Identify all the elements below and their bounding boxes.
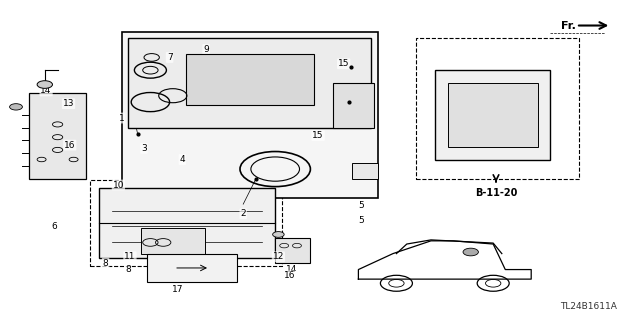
Bar [128,38,371,128]
Text: 4: 4 [180,155,185,164]
Text: 13: 13 [63,99,74,108]
Text: 10: 10 [113,181,124,189]
Text: 12: 12 [273,252,284,261]
Bar [29,93,86,179]
Text: 15: 15 [338,91,349,100]
Bar [448,83,538,147]
Bar [141,228,205,254]
Text: 5: 5 [359,201,364,210]
Circle shape [37,81,52,88]
Text: 2: 2 [241,209,246,218]
Text: 8: 8 [125,265,131,274]
Text: 5: 5 [359,216,364,225]
Text: 15: 15 [338,59,349,68]
Text: 1: 1 [119,114,124,122]
Bar [186,54,314,105]
Bar [352,163,378,179]
Bar [333,83,374,128]
Circle shape [10,104,22,110]
Text: 8: 8 [103,259,108,268]
Bar [275,238,310,263]
Circle shape [273,232,284,237]
Text: 15: 15 [312,131,324,140]
Bar [99,188,275,258]
Text: 7: 7 [167,53,172,62]
Text: 9: 9 [204,45,209,54]
Text: 3: 3 [141,144,147,153]
Text: 17: 17 [172,285,184,294]
Bar [90,180,282,266]
Text: 16: 16 [64,141,76,150]
Bar [122,32,378,198]
Text: B-11-20: B-11-20 [475,188,517,198]
Text: 14: 14 [40,86,52,95]
Text: 6: 6 [52,222,57,231]
Text: TL24B1611A: TL24B1611A [561,302,617,311]
Text: 14: 14 [286,265,298,274]
Text: 16: 16 [284,271,295,280]
Circle shape [463,248,479,256]
Text: 11: 11 [124,252,136,261]
Bar [416,38,579,179]
Text: Fr.: Fr. [561,20,576,31]
Bar [435,70,550,160]
Bar [147,254,237,282]
